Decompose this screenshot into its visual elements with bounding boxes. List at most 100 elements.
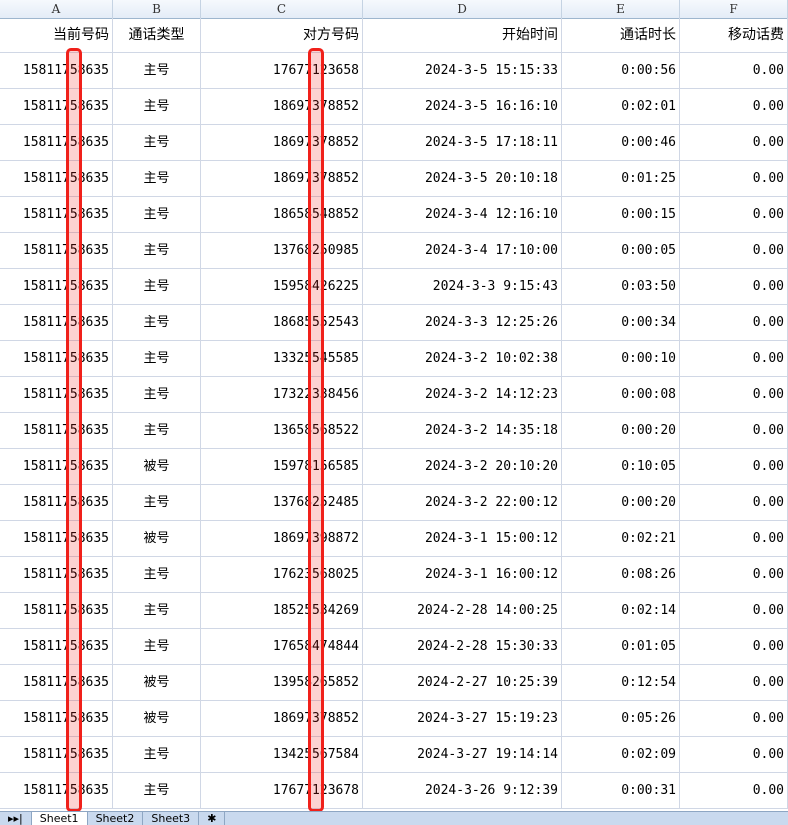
cell-call-type[interactable]: 主号 [113,125,201,160]
column-header-b[interactable]: B [113,0,201,18]
cell-other-number[interactable]: 17677123658 [201,53,363,88]
cell-current-number[interactable]: 15811758635 [0,593,113,628]
cell-fee[interactable]: 0.00 [680,629,788,664]
cell-fee[interactable]: 0.00 [680,701,788,736]
cell-other-number[interactable]: 13325545585 [201,341,363,376]
cell-current-number[interactable]: 15811758635 [0,53,113,88]
cell-fee[interactable]: 0.00 [680,161,788,196]
cell-current-number[interactable]: 15811758635 [0,557,113,592]
cell-current-number[interactable]: 15811758635 [0,737,113,772]
cell-duration[interactable]: 0:02:09 [562,737,680,772]
cell-call-type[interactable]: 主号 [113,377,201,412]
cell-call-type[interactable]: 主号 [113,557,201,592]
cell-fee[interactable]: 0.00 [680,53,788,88]
header-call-type[interactable]: 通话类型 [113,18,201,52]
cell-other-number[interactable]: 17322338456 [201,377,363,412]
cell-call-type[interactable]: 主号 [113,737,201,772]
cell-other-number[interactable]: 13958265852 [201,665,363,700]
cell-duration[interactable]: 0:12:54 [562,665,680,700]
cell-duration[interactable]: 0:02:14 [562,593,680,628]
cell-duration[interactable]: 0:00:20 [562,485,680,520]
cell-duration[interactable]: 0:00:20 [562,413,680,448]
column-header-f[interactable]: F [680,0,788,18]
cell-fee[interactable]: 0.00 [680,197,788,232]
cell-other-number[interactable]: 18658548852 [201,197,363,232]
cell-other-number[interactable]: 18697378852 [201,701,363,736]
cell-other-number[interactable]: 15958426225 [201,269,363,304]
cell-start-time[interactable]: 2024-3-4 12:16:10 [363,197,562,232]
cell-fee[interactable]: 0.00 [680,737,788,772]
cell-current-number[interactable]: 15811758635 [0,485,113,520]
cell-current-number[interactable]: 15811758635 [0,665,113,700]
cell-call-type[interactable]: 主号 [113,89,201,124]
cell-duration[interactable]: 0:02:01 [562,89,680,124]
cell-duration[interactable]: 0:00:46 [562,125,680,160]
cell-start-time[interactable]: 2024-3-2 20:10:20 [363,449,562,484]
cell-call-type[interactable]: 主号 [113,341,201,376]
header-current-number[interactable]: 当前号码 [0,18,113,52]
cell-fee[interactable]: 0.00 [680,233,788,268]
cell-fee[interactable]: 0.00 [680,593,788,628]
cell-call-type[interactable]: 被号 [113,449,201,484]
cell-start-time[interactable]: 2024-3-3 9:15:43 [363,269,562,304]
insert-sheet-icon[interactable]: ✱ [199,812,226,825]
cell-fee[interactable]: 0.00 [680,665,788,700]
sheet-tab-1[interactable]: Sheet1 [31,812,88,825]
cell-current-number[interactable]: 15811758635 [0,701,113,736]
header-other-number[interactable]: 对方号码 [201,18,363,52]
cell-start-time[interactable]: 2024-2-28 14:00:25 [363,593,562,628]
cell-duration[interactable]: 0:00:05 [562,233,680,268]
sheet-tab-2[interactable]: Sheet2 [88,812,144,825]
cell-call-type[interactable]: 主号 [113,413,201,448]
cell-call-type[interactable]: 被号 [113,665,201,700]
cell-other-number[interactable]: 18697378852 [201,161,363,196]
cell-duration[interactable]: 0:00:34 [562,305,680,340]
cell-duration[interactable]: 0:00:15 [562,197,680,232]
cell-fee[interactable]: 0.00 [680,485,788,520]
cell-duration[interactable]: 0:03:50 [562,269,680,304]
cell-fee[interactable]: 0.00 [680,341,788,376]
cell-current-number[interactable]: 15811758635 [0,449,113,484]
header-fee[interactable]: 移动话费 [680,18,788,52]
cell-start-time[interactable]: 2024-3-5 15:15:33 [363,53,562,88]
cell-duration[interactable]: 0:00:31 [562,773,680,808]
cell-other-number[interactable]: 17658474844 [201,629,363,664]
cell-other-number[interactable]: 15978156585 [201,449,363,484]
cell-other-number[interactable]: 17677123678 [201,773,363,808]
sheet-tab-3[interactable]: Sheet3 [143,812,200,825]
cell-current-number[interactable]: 15811758635 [0,413,113,448]
cell-duration[interactable]: 0:01:25 [562,161,680,196]
header-duration[interactable]: 通话时长 [562,18,680,52]
cell-current-number[interactable]: 15811758635 [0,197,113,232]
cell-duration[interactable]: 0:08:26 [562,557,680,592]
cell-call-type[interactable]: 被号 [113,521,201,556]
cell-call-type[interactable]: 主号 [113,629,201,664]
cell-current-number[interactable]: 15811758635 [0,773,113,808]
cell-call-type[interactable]: 主号 [113,269,201,304]
cell-start-time[interactable]: 2024-3-5 16:16:10 [363,89,562,124]
cell-current-number[interactable]: 15811758635 [0,269,113,304]
column-header-c[interactable]: C [201,0,363,18]
cell-start-time[interactable]: 2024-3-1 15:00:12 [363,521,562,556]
cell-duration[interactable]: 0:02:21 [562,521,680,556]
cell-start-time[interactable]: 2024-3-2 22:00:12 [363,485,562,520]
cell-other-number[interactable]: 18685552543 [201,305,363,340]
cell-start-time[interactable]: 2024-3-3 12:25:26 [363,305,562,340]
cell-other-number[interactable]: 13768250985 [201,233,363,268]
cell-start-time[interactable]: 2024-3-26 9:12:39 [363,773,562,808]
cell-current-number[interactable]: 15811758635 [0,125,113,160]
cell-duration[interactable]: 0:05:26 [562,701,680,736]
cell-start-time[interactable]: 2024-3-4 17:10:00 [363,233,562,268]
column-header-a[interactable]: A [0,0,113,18]
cell-duration[interactable]: 0:00:56 [562,53,680,88]
cell-fee[interactable]: 0.00 [680,557,788,592]
cell-other-number[interactable]: 18697378852 [201,89,363,124]
cell-start-time[interactable]: 2024-3-5 20:10:18 [363,161,562,196]
cell-current-number[interactable]: 15811758635 [0,233,113,268]
cell-call-type[interactable]: 被号 [113,701,201,736]
cell-other-number[interactable]: 13425567584 [201,737,363,772]
cell-start-time[interactable]: 2024-3-27 19:14:14 [363,737,562,772]
cell-fee[interactable]: 0.00 [680,413,788,448]
cell-fee[interactable]: 0.00 [680,773,788,808]
cell-current-number[interactable]: 15811758635 [0,377,113,412]
